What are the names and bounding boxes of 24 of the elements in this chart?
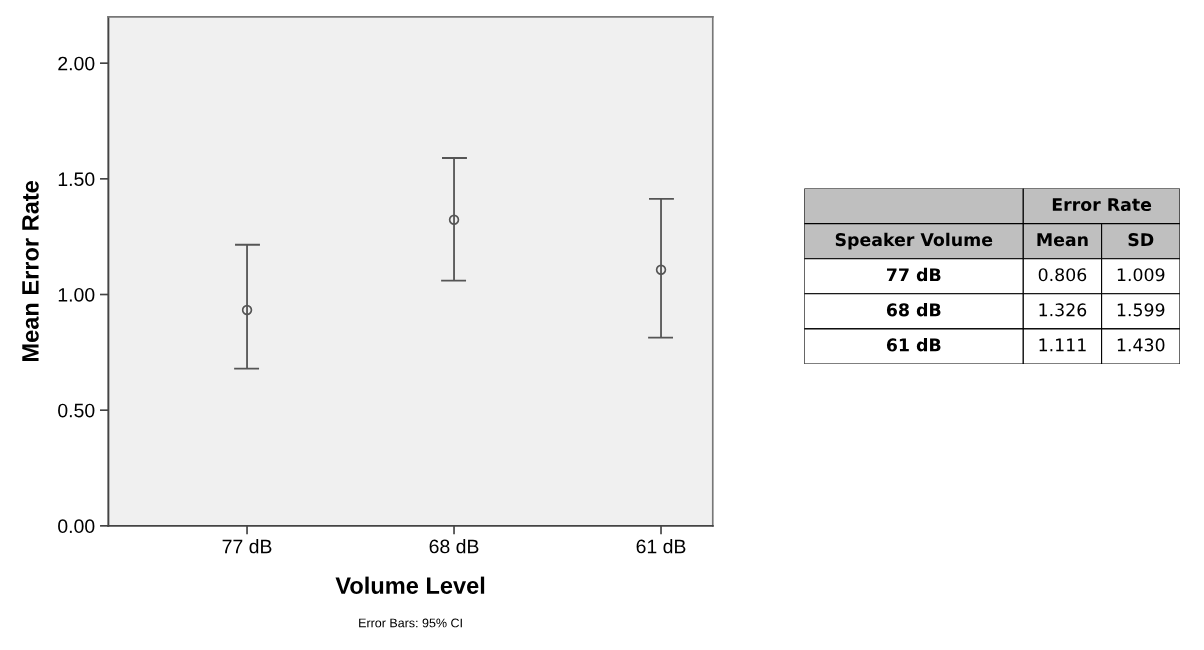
text: 1.009	[1117, 268, 1165, 282]
text: Error Rate	[1052, 198, 1152, 212]
y-tick-label: 1.50	[58, 172, 95, 187]
text: SD	[1128, 233, 1154, 247]
text: 0.806	[1038, 268, 1087, 282]
x-tick-label: 77 dB	[222, 539, 272, 554]
text: 77 dB	[887, 267, 941, 282]
y-axis-title: Mean Error Rate	[22, 180, 39, 361]
text: 61 dB	[886, 338, 941, 352]
x-tick-label: 68 dB	[429, 539, 479, 554]
y-tick-label: 0.50	[58, 403, 95, 418]
y-tick-label: 1.00	[58, 287, 95, 302]
text: Error Bars: 95% CI	[359, 618, 462, 628]
x-tick-label: 61 dB	[636, 539, 686, 554]
y-tick-label: 0.00	[58, 519, 95, 534]
text: 1.326	[1039, 303, 1087, 317]
text: 1.430	[1117, 338, 1165, 352]
text: 1.111	[1039, 338, 1086, 352]
text: Mean	[1037, 233, 1088, 247]
text: Speaker Volume	[835, 232, 993, 250]
text: 1.599	[1117, 303, 1165, 317]
x-axis-title: Volume Level	[335, 576, 485, 594]
y-tick-label: 2.00	[58, 56, 95, 71]
text: 68 dB	[886, 302, 941, 317]
